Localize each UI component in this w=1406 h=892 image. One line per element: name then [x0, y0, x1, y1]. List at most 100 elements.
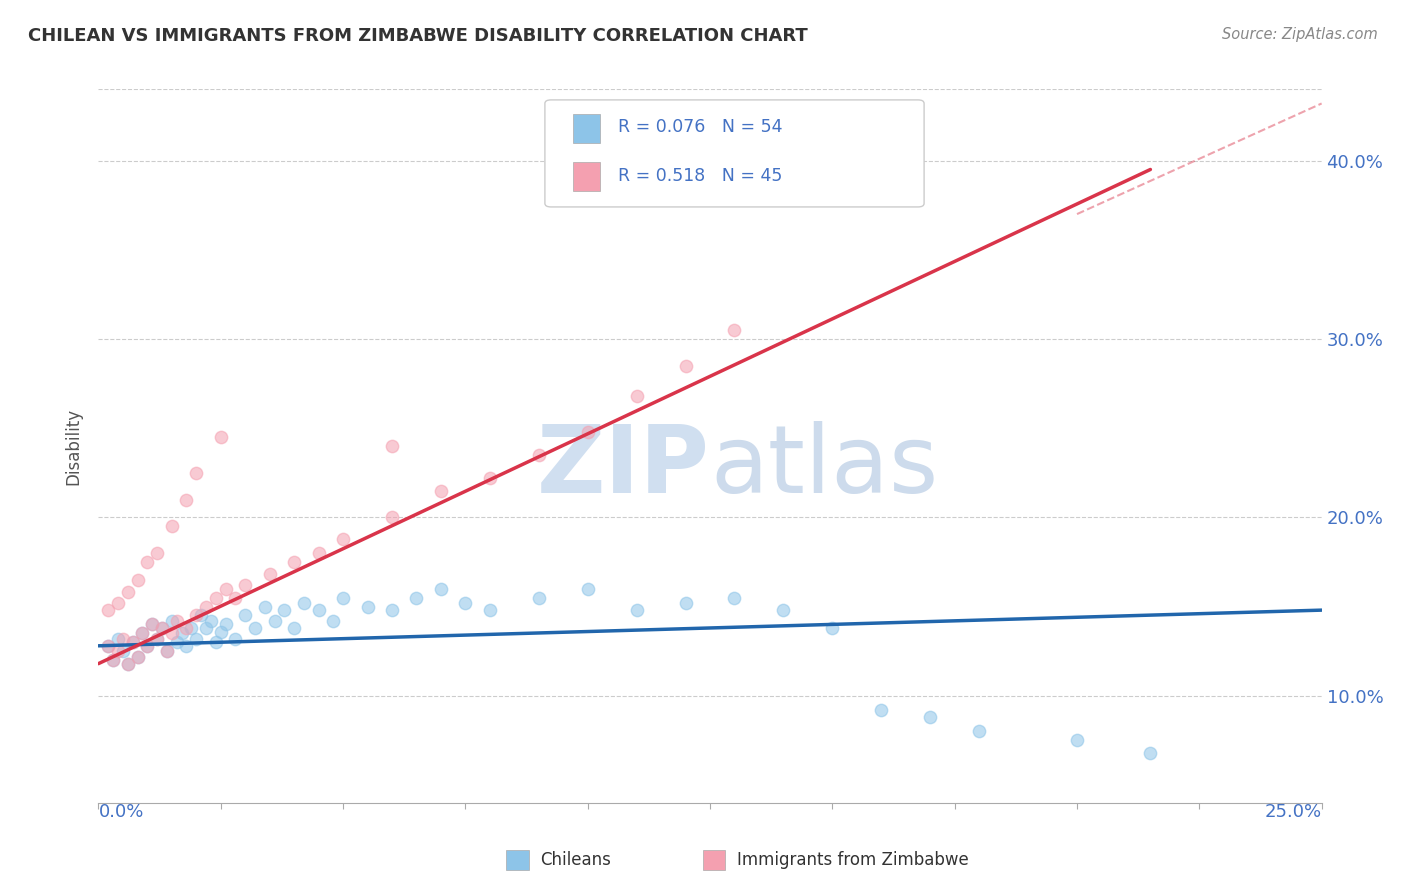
- Point: [870, 703, 893, 717]
- Point: [576, 425, 599, 439]
- Point: [111, 644, 134, 658]
- Point: [186, 466, 208, 480]
- FancyBboxPatch shape: [574, 114, 600, 143]
- Point: [117, 657, 139, 671]
- Point: [259, 567, 281, 582]
- Text: R = 0.518   N = 45: R = 0.518 N = 45: [619, 168, 783, 186]
- FancyBboxPatch shape: [546, 100, 924, 207]
- Point: [527, 591, 550, 605]
- Point: [626, 389, 648, 403]
- Y-axis label: Disability: Disability: [65, 408, 83, 484]
- Point: [131, 626, 153, 640]
- Point: [821, 621, 844, 635]
- Point: [381, 603, 404, 617]
- Point: [283, 621, 305, 635]
- Point: [322, 614, 344, 628]
- Point: [111, 632, 134, 646]
- Point: [356, 599, 378, 614]
- Point: [675, 596, 697, 610]
- Point: [626, 603, 648, 617]
- Point: [233, 608, 256, 623]
- Point: [127, 649, 149, 664]
- Point: [160, 626, 183, 640]
- Point: [1066, 733, 1088, 747]
- Point: [263, 614, 285, 628]
- Point: [723, 591, 745, 605]
- Point: [209, 430, 232, 444]
- Point: [454, 596, 477, 610]
- Point: [136, 555, 159, 569]
- Point: [176, 621, 198, 635]
- Point: [160, 614, 183, 628]
- Text: ZIP: ZIP: [537, 421, 710, 514]
- Point: [146, 632, 169, 646]
- Point: [430, 582, 453, 596]
- Point: [332, 591, 354, 605]
- Point: [101, 653, 124, 667]
- Point: [166, 614, 188, 628]
- Text: 0.0%: 0.0%: [98, 803, 143, 821]
- Point: [121, 635, 143, 649]
- Point: [214, 582, 236, 596]
- Text: CHILEAN VS IMMIGRANTS FROM ZIMBABWE DISABILITY CORRELATION CHART: CHILEAN VS IMMIGRANTS FROM ZIMBABWE DISA…: [28, 27, 808, 45]
- Point: [150, 621, 173, 635]
- Point: [146, 546, 169, 560]
- Point: [131, 626, 153, 640]
- Point: [156, 644, 179, 658]
- Point: [478, 471, 501, 485]
- Text: atlas: atlas: [710, 421, 938, 514]
- Point: [1139, 746, 1161, 760]
- Point: [205, 635, 228, 649]
- Text: Chileans: Chileans: [540, 851, 610, 869]
- Point: [381, 439, 404, 453]
- Point: [127, 573, 149, 587]
- Point: [186, 632, 208, 646]
- Point: [117, 585, 139, 599]
- Point: [117, 657, 139, 671]
- Point: [332, 532, 354, 546]
- Point: [176, 639, 198, 653]
- Text: Immigrants from Zimbabwe: Immigrants from Zimbabwe: [737, 851, 969, 869]
- Point: [209, 624, 232, 639]
- Point: [136, 639, 159, 653]
- Point: [160, 519, 183, 533]
- Point: [527, 448, 550, 462]
- Point: [430, 483, 453, 498]
- Point: [107, 632, 129, 646]
- Point: [121, 635, 143, 649]
- Point: [224, 632, 246, 646]
- Point: [190, 608, 212, 623]
- Point: [308, 603, 330, 617]
- Point: [273, 603, 295, 617]
- Point: [200, 614, 222, 628]
- Point: [675, 359, 697, 373]
- Point: [920, 710, 942, 724]
- Point: [233, 578, 256, 592]
- Text: 25.0%: 25.0%: [1264, 803, 1322, 821]
- Point: [381, 510, 404, 524]
- Point: [253, 599, 276, 614]
- Point: [292, 596, 315, 610]
- Point: [97, 603, 120, 617]
- Point: [967, 724, 990, 739]
- Point: [195, 599, 218, 614]
- Point: [176, 492, 198, 507]
- Point: [170, 626, 193, 640]
- Point: [141, 617, 163, 632]
- Point: [186, 608, 208, 623]
- Point: [214, 617, 236, 632]
- Point: [195, 621, 218, 635]
- Point: [180, 621, 202, 635]
- Point: [224, 591, 246, 605]
- Point: [101, 653, 124, 667]
- Point: [308, 546, 330, 560]
- Point: [141, 617, 163, 632]
- Point: [150, 621, 173, 635]
- Point: [283, 555, 305, 569]
- Point: [107, 644, 129, 658]
- Point: [166, 635, 188, 649]
- Point: [146, 632, 169, 646]
- Point: [97, 639, 120, 653]
- Point: [205, 591, 228, 605]
- Point: [243, 621, 266, 635]
